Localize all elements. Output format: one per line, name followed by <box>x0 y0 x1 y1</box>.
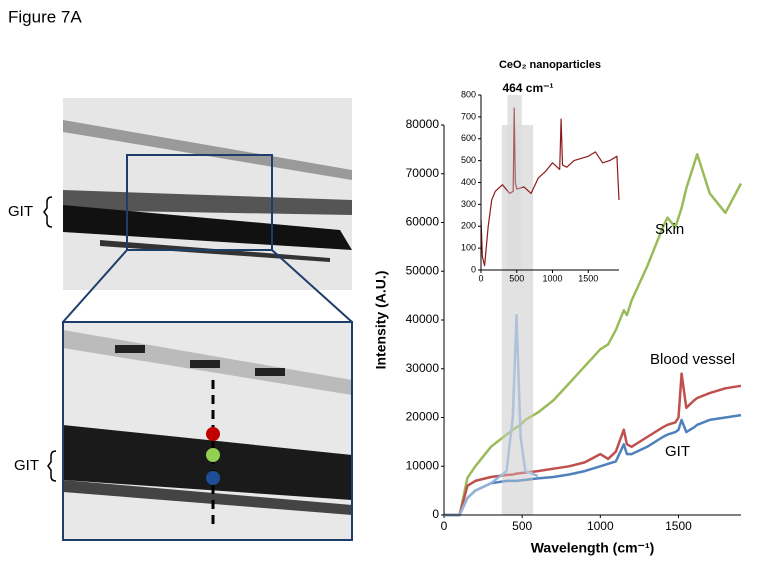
x-tick-label: 0 <box>478 273 483 283</box>
x-axis-label: Wavelength (cm⁻¹) <box>531 540 655 556</box>
x-tick-label: 500 <box>509 273 524 283</box>
series-line <box>480 107 620 267</box>
y-tick-label: 60000 <box>406 215 440 229</box>
y-tick-label: 200 <box>461 221 476 231</box>
series-label: Skin <box>655 221 684 238</box>
y-tick-label: 40000 <box>406 312 440 326</box>
y-tick-label: 800 <box>461 89 476 99</box>
image-label: GIT <box>8 203 33 220</box>
zoom-line <box>271 249 353 323</box>
y-tick-label: 0 <box>432 507 439 521</box>
y-tick-label: 50000 <box>406 263 440 277</box>
y-tick-label: 400 <box>461 177 476 187</box>
y-tick-label: 700 <box>461 111 476 121</box>
series-label: GIT <box>665 443 690 460</box>
y-tick-label: 0 <box>471 264 476 274</box>
bracket <box>43 196 53 228</box>
series-line <box>444 153 743 517</box>
x-tick-label: 1000 <box>587 519 614 533</box>
series-line <box>444 372 742 517</box>
y-tick-label: 80000 <box>406 117 440 131</box>
series-line <box>444 313 539 517</box>
image-label: GIT <box>14 457 39 474</box>
y-tick-label: 500 <box>461 155 476 165</box>
y-tick-label: 100 <box>461 243 476 253</box>
series-label: Blood vessel <box>650 351 735 368</box>
x-tick-label: 0 <box>441 519 448 533</box>
y-tick-label: 300 <box>461 199 476 209</box>
y-tick-label: 10000 <box>406 458 440 472</box>
y-tick-label: 20000 <box>406 410 440 424</box>
highlight-band <box>507 95 522 270</box>
chart-title: CeO₂ nanoparticles <box>499 59 601 71</box>
bracket <box>47 450 57 482</box>
y-axis-label: Intensity (A.U.) <box>373 271 389 370</box>
y-tick-label: 600 <box>461 133 476 143</box>
annotation: 464 cm⁻¹ <box>502 81 553 95</box>
highlight-band <box>507 95 522 270</box>
x-tick-label: 1000 <box>542 273 562 283</box>
y-tick-label: 30000 <box>406 361 440 375</box>
x-tick-label: 1500 <box>665 519 692 533</box>
x-tick-label: 1500 <box>578 273 598 283</box>
micrograph-top <box>63 98 352 290</box>
zoom-line <box>62 249 128 323</box>
figure-label: Figure 7A <box>8 7 82 26</box>
x-tick-label: 500 <box>512 519 532 533</box>
micrograph-bottom <box>62 321 353 541</box>
y-tick-label: 70000 <box>406 166 440 180</box>
series-line <box>444 413 742 517</box>
